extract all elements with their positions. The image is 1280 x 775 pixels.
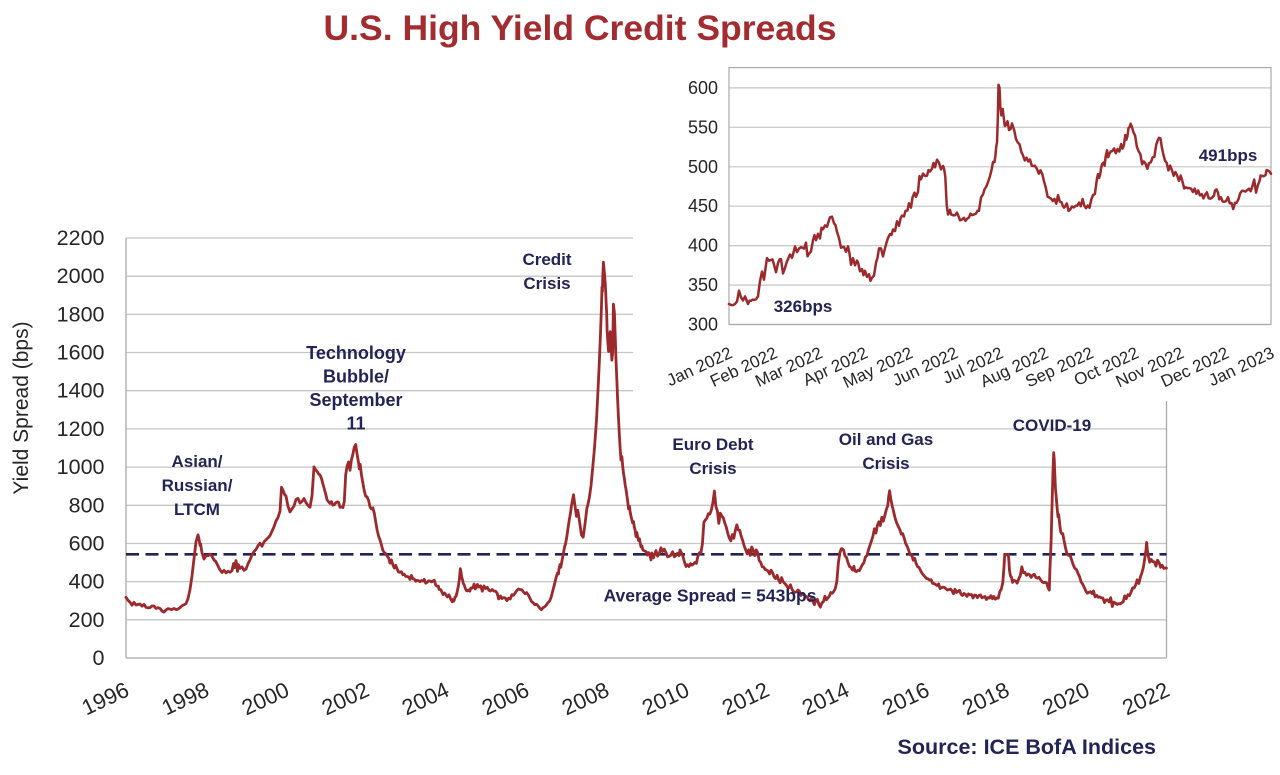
svg-text:550: 550 <box>688 117 718 137</box>
svg-text:1000: 1000 <box>57 455 105 479</box>
svg-text:500: 500 <box>688 157 718 177</box>
svg-text:1600: 1600 <box>57 341 105 365</box>
svg-text:Crisis: Crisis <box>523 274 570 293</box>
svg-text:Oil and Gas: Oil and Gas <box>839 430 933 449</box>
svg-text:326bps: 326bps <box>774 297 833 316</box>
svg-text:200: 200 <box>69 608 105 632</box>
svg-text:1800: 1800 <box>57 302 105 326</box>
svg-text:11: 11 <box>346 414 365 434</box>
svg-text:Yield Spread (bps): Yield Spread (bps) <box>10 321 33 494</box>
svg-text:Euro Debt: Euro Debt <box>672 435 754 454</box>
svg-text:Average Spread = 543bps: Average Spread = 543bps <box>604 586 817 606</box>
svg-text:400: 400 <box>688 236 718 256</box>
svg-text:Technology: Technology <box>306 343 406 363</box>
svg-text:Source: ICE BofA Indices: Source: ICE BofA Indices <box>898 735 1156 759</box>
svg-text:800: 800 <box>69 493 105 517</box>
svg-text:300: 300 <box>688 315 718 335</box>
svg-text:September: September <box>309 390 402 410</box>
svg-text:1200: 1200 <box>57 417 105 441</box>
svg-text:2200: 2200 <box>57 226 105 250</box>
svg-text:LTCM: LTCM <box>174 500 220 519</box>
svg-text:450: 450 <box>688 196 718 216</box>
svg-text:400: 400 <box>69 570 105 594</box>
svg-text:491bps: 491bps <box>1199 146 1258 165</box>
svg-text:Asian/: Asian/ <box>171 452 222 471</box>
svg-text:Credit: Credit <box>522 250 571 269</box>
svg-text:2000: 2000 <box>57 264 105 288</box>
svg-text:600: 600 <box>688 78 718 98</box>
svg-text:Crisis: Crisis <box>862 454 909 473</box>
svg-text:COVID-19: COVID-19 <box>1013 416 1091 435</box>
svg-text:Crisis: Crisis <box>689 459 736 478</box>
svg-text:Russian/: Russian/ <box>162 476 233 495</box>
svg-text:Bubble/: Bubble/ <box>323 367 389 387</box>
svg-text:U.S. High Yield Credit Spreads: U.S. High Yield Credit Spreads <box>324 8 837 48</box>
svg-text:350: 350 <box>688 275 718 295</box>
svg-text:1400: 1400 <box>57 379 105 403</box>
svg-text:0: 0 <box>93 646 105 670</box>
svg-text:600: 600 <box>69 532 105 556</box>
